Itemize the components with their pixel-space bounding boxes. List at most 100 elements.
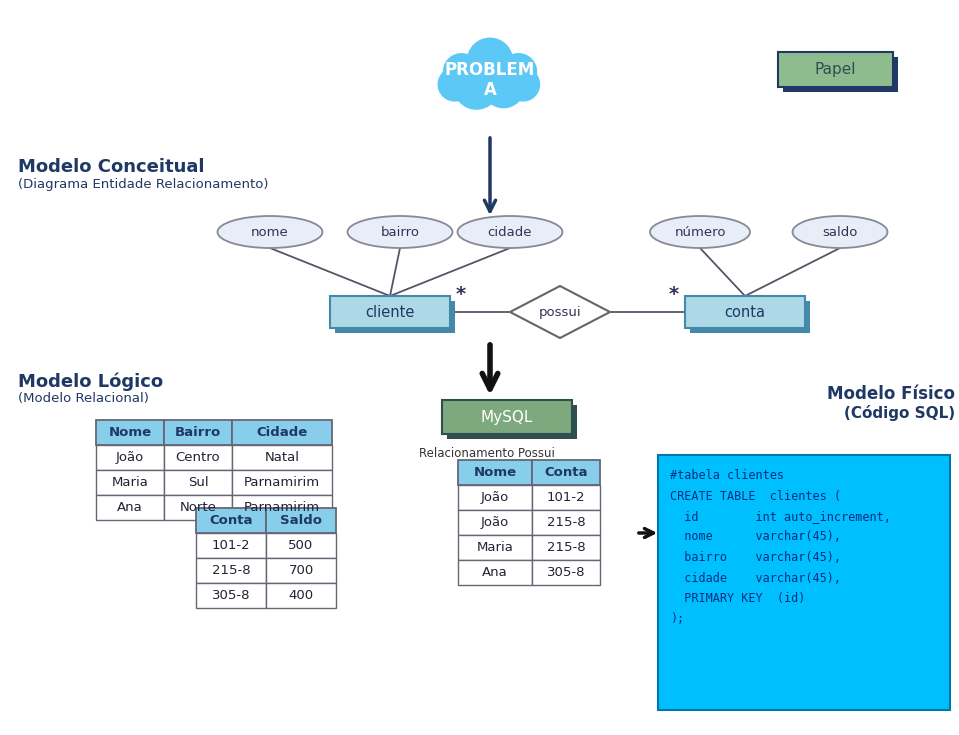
Text: #tabela clientes
CREATE TABLE  clientes (
  id        int auto_increment,
  nome: #tabela clientes CREATE TABLE clientes (… <box>670 469 891 625</box>
FancyBboxPatch shape <box>690 301 810 333</box>
FancyBboxPatch shape <box>532 510 600 535</box>
Ellipse shape <box>792 216 887 248</box>
Text: 101-2: 101-2 <box>212 539 250 552</box>
Circle shape <box>443 54 480 90</box>
FancyBboxPatch shape <box>458 485 532 510</box>
Circle shape <box>467 38 512 83</box>
Text: *: * <box>669 285 679 304</box>
Text: 215-8: 215-8 <box>547 516 585 529</box>
FancyBboxPatch shape <box>532 460 600 485</box>
Circle shape <box>501 54 536 90</box>
Text: 700: 700 <box>289 564 314 577</box>
Text: 500: 500 <box>289 539 314 552</box>
Text: Cidade: Cidade <box>256 426 308 439</box>
FancyBboxPatch shape <box>458 460 532 485</box>
Text: 305-8: 305-8 <box>547 566 585 579</box>
Text: (Modelo Relacional): (Modelo Relacional) <box>18 392 149 405</box>
Text: Nome: Nome <box>474 466 517 479</box>
Text: (Diagrama Entidade Relacionamento): (Diagrama Entidade Relacionamento) <box>18 178 269 191</box>
FancyBboxPatch shape <box>447 405 577 439</box>
Text: número: número <box>674 226 726 238</box>
Text: Maria: Maria <box>111 476 149 489</box>
Ellipse shape <box>218 216 322 248</box>
Text: possui: possui <box>539 306 581 318</box>
Text: Saldo: Saldo <box>280 514 322 527</box>
Text: 400: 400 <box>289 589 314 602</box>
Text: Sul: Sul <box>188 476 208 489</box>
FancyBboxPatch shape <box>658 455 950 710</box>
FancyBboxPatch shape <box>164 495 232 520</box>
FancyBboxPatch shape <box>196 558 266 583</box>
Text: Norte: Norte <box>179 501 217 514</box>
FancyBboxPatch shape <box>96 470 164 495</box>
Polygon shape <box>510 286 610 338</box>
Text: Conta: Conta <box>209 514 253 527</box>
Ellipse shape <box>347 216 453 248</box>
FancyBboxPatch shape <box>232 420 332 445</box>
FancyBboxPatch shape <box>96 445 164 470</box>
FancyBboxPatch shape <box>196 533 266 558</box>
Text: João: João <box>480 491 509 504</box>
Text: 215-8: 215-8 <box>212 564 250 577</box>
Text: cidade: cidade <box>488 226 532 238</box>
Circle shape <box>482 65 525 107</box>
FancyBboxPatch shape <box>532 485 600 510</box>
Text: conta: conta <box>724 304 765 320</box>
Text: Nome: Nome <box>108 426 152 439</box>
FancyBboxPatch shape <box>232 495 332 520</box>
Ellipse shape <box>650 216 750 248</box>
Circle shape <box>438 68 471 101</box>
FancyBboxPatch shape <box>532 535 600 560</box>
Text: 101-2: 101-2 <box>547 491 585 504</box>
Text: PROBLEM
A: PROBLEM A <box>445 60 535 99</box>
FancyBboxPatch shape <box>96 420 164 445</box>
FancyBboxPatch shape <box>266 508 336 533</box>
Text: Papel: Papel <box>815 62 856 77</box>
FancyBboxPatch shape <box>96 495 164 520</box>
Text: Parnamirim: Parnamirim <box>244 501 320 514</box>
FancyBboxPatch shape <box>685 296 805 328</box>
Circle shape <box>454 64 499 109</box>
FancyBboxPatch shape <box>458 535 532 560</box>
Text: 305-8: 305-8 <box>212 589 250 602</box>
Text: Parnamirim: Parnamirim <box>244 476 320 489</box>
FancyBboxPatch shape <box>783 57 898 92</box>
Text: João: João <box>480 516 509 529</box>
FancyBboxPatch shape <box>458 510 532 535</box>
Text: Modelo Lógico: Modelo Lógico <box>18 372 163 390</box>
Text: nome: nome <box>251 226 289 238</box>
FancyBboxPatch shape <box>266 558 336 583</box>
Text: 215-8: 215-8 <box>547 541 585 554</box>
Text: Relacionamento Possui: Relacionamento Possui <box>419 447 555 460</box>
Text: Ana: Ana <box>482 566 508 579</box>
FancyBboxPatch shape <box>442 400 572 434</box>
FancyBboxPatch shape <box>778 52 893 87</box>
FancyBboxPatch shape <box>164 445 232 470</box>
FancyBboxPatch shape <box>164 420 232 445</box>
FancyBboxPatch shape <box>458 560 532 585</box>
Text: bairro: bairro <box>381 226 419 238</box>
FancyBboxPatch shape <box>266 583 336 608</box>
Text: Modelo Físico: Modelo Físico <box>827 385 955 403</box>
Text: Maria: Maria <box>477 541 513 554</box>
Text: Conta: Conta <box>545 466 588 479</box>
Ellipse shape <box>457 216 563 248</box>
FancyBboxPatch shape <box>232 445 332 470</box>
Text: (Código SQL): (Código SQL) <box>844 405 955 421</box>
FancyBboxPatch shape <box>196 508 266 533</box>
Text: João: João <box>116 451 144 464</box>
Circle shape <box>506 68 540 101</box>
FancyBboxPatch shape <box>196 583 266 608</box>
Text: Bairro: Bairro <box>175 426 222 439</box>
FancyBboxPatch shape <box>266 533 336 558</box>
FancyBboxPatch shape <box>232 470 332 495</box>
Circle shape <box>469 62 511 104</box>
Text: Ana: Ana <box>117 501 143 514</box>
FancyBboxPatch shape <box>330 296 450 328</box>
Text: *: * <box>456 285 466 304</box>
FancyBboxPatch shape <box>532 560 600 585</box>
Text: Centro: Centro <box>175 451 221 464</box>
FancyBboxPatch shape <box>164 470 232 495</box>
Text: Natal: Natal <box>265 451 299 464</box>
Text: MySQL: MySQL <box>480 409 533 425</box>
